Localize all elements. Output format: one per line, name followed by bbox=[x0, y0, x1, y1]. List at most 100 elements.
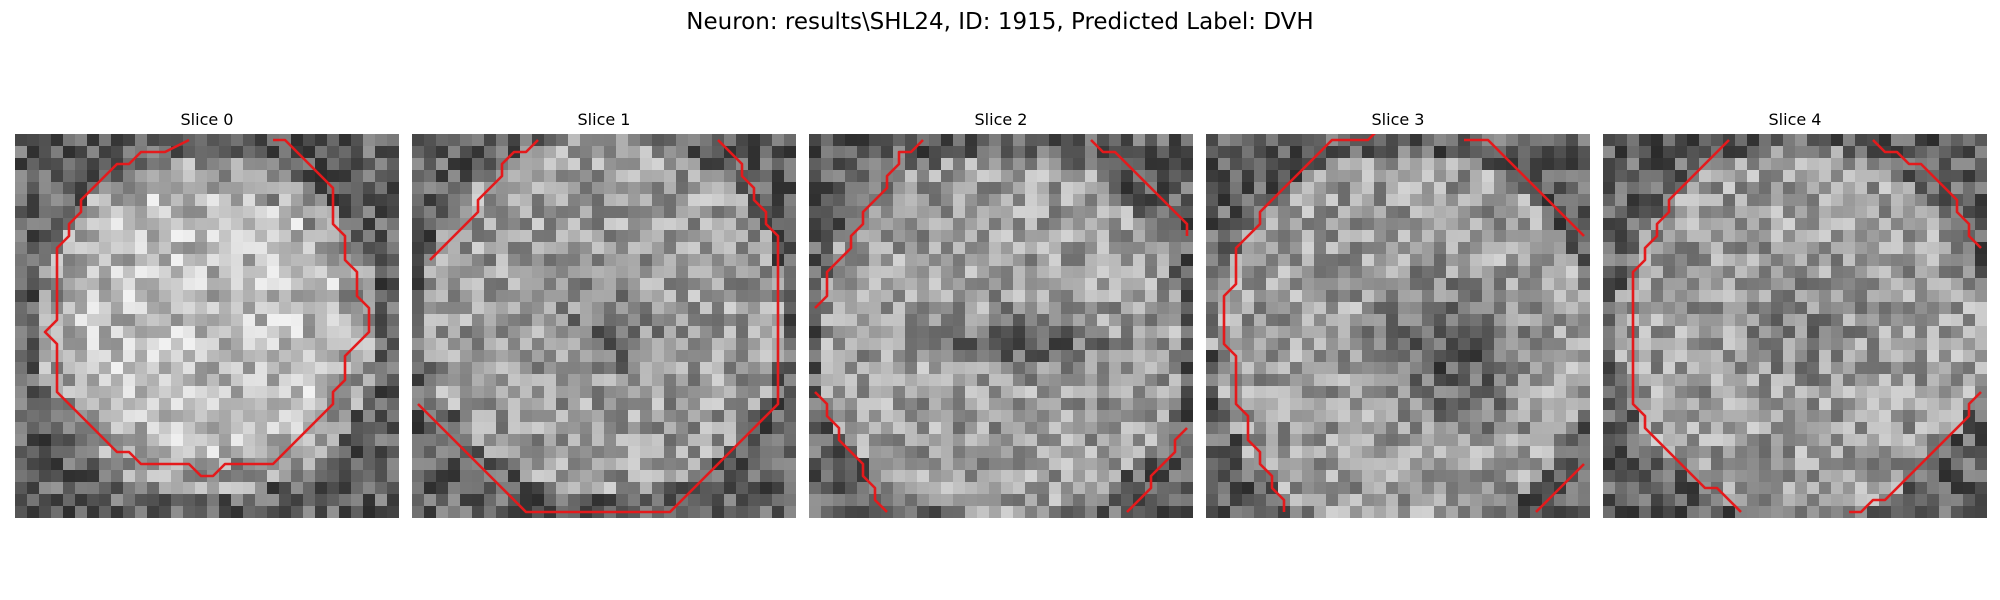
image-pixel bbox=[1121, 350, 1134, 363]
image-pixel bbox=[1843, 266, 1856, 279]
image-pixel bbox=[941, 158, 954, 171]
image-pixel bbox=[1422, 326, 1435, 339]
image-pixel bbox=[580, 326, 593, 339]
image-pixel bbox=[1001, 206, 1014, 219]
image-pixel bbox=[291, 338, 304, 351]
image-pixel bbox=[351, 422, 364, 435]
image-pixel bbox=[676, 458, 689, 471]
image-pixel bbox=[87, 338, 100, 351]
image-pixel bbox=[1723, 398, 1736, 411]
image-pixel bbox=[917, 398, 930, 411]
image-pixel bbox=[784, 266, 796, 279]
image-pixel bbox=[1735, 290, 1748, 303]
image-pixel bbox=[1169, 158, 1182, 171]
image-pixel bbox=[508, 278, 521, 291]
image-pixel bbox=[99, 398, 112, 411]
image-pixel bbox=[592, 218, 605, 231]
image-pixel bbox=[63, 254, 76, 267]
image-pixel bbox=[1254, 386, 1267, 399]
image-pixel bbox=[183, 374, 196, 387]
image-pixel bbox=[1410, 314, 1423, 327]
image-pixel bbox=[351, 410, 364, 423]
image-pixel bbox=[809, 326, 822, 339]
image-pixel bbox=[1831, 182, 1844, 195]
image-pixel bbox=[315, 350, 328, 363]
image-pixel bbox=[375, 350, 388, 363]
image-pixel bbox=[1975, 362, 1987, 375]
image-pixel bbox=[99, 230, 112, 243]
image-pixel bbox=[712, 446, 725, 459]
image-pixel bbox=[1278, 350, 1291, 363]
image-pixel bbox=[929, 218, 942, 231]
image-pixel bbox=[1951, 134, 1964, 147]
image-pixel bbox=[123, 278, 136, 291]
image-pixel bbox=[1783, 134, 1796, 147]
image-pixel bbox=[1025, 398, 1038, 411]
image-pixel bbox=[1819, 134, 1832, 147]
image-pixel bbox=[784, 350, 796, 363]
image-pixel bbox=[291, 266, 304, 279]
image-pixel bbox=[953, 314, 966, 327]
image-pixel bbox=[676, 362, 689, 375]
image-pixel bbox=[1278, 410, 1291, 423]
image-pixel bbox=[772, 170, 785, 183]
image-pixel bbox=[1001, 158, 1014, 171]
image-pixel bbox=[1121, 386, 1134, 399]
image-pixel bbox=[243, 266, 256, 279]
image-pixel bbox=[375, 458, 388, 471]
image-pixel bbox=[941, 470, 954, 483]
image-pixel bbox=[1975, 434, 1987, 447]
image-pixel bbox=[604, 194, 617, 207]
image-pixel bbox=[27, 146, 40, 159]
image-pixel bbox=[881, 290, 894, 303]
image-pixel bbox=[231, 314, 244, 327]
image-pixel bbox=[532, 410, 545, 423]
image-pixel bbox=[1266, 302, 1279, 315]
image-pixel bbox=[1145, 290, 1158, 303]
image-pixel bbox=[1157, 302, 1170, 315]
image-pixel bbox=[1831, 278, 1844, 291]
image-pixel bbox=[1879, 230, 1892, 243]
image-pixel bbox=[1121, 482, 1134, 495]
image-pixel bbox=[1675, 254, 1688, 267]
image-pixel bbox=[1711, 338, 1724, 351]
image-pixel bbox=[664, 134, 677, 147]
image-pixel bbox=[1374, 458, 1387, 471]
image-pixel bbox=[1085, 506, 1098, 518]
image-pixel bbox=[905, 470, 918, 483]
image-pixel bbox=[1891, 170, 1904, 183]
image-pixel bbox=[748, 158, 761, 171]
image-pixel bbox=[387, 374, 399, 387]
image-pixel bbox=[580, 302, 593, 315]
image-pixel bbox=[1206, 326, 1219, 339]
image-pixel bbox=[1759, 158, 1772, 171]
image-pixel bbox=[1073, 350, 1086, 363]
image-pixel bbox=[1663, 254, 1676, 267]
image-pixel bbox=[219, 170, 232, 183]
image-pixel bbox=[1254, 278, 1267, 291]
image-pixel bbox=[267, 494, 280, 507]
image-pixel bbox=[1723, 290, 1736, 303]
image-pixel bbox=[784, 134, 796, 147]
image-pixel bbox=[424, 290, 437, 303]
image-pixel bbox=[195, 422, 208, 435]
image-pixel bbox=[760, 230, 773, 243]
image-pixel bbox=[881, 158, 894, 171]
image-pixel bbox=[87, 206, 100, 219]
image-pixel bbox=[1302, 230, 1315, 243]
image-pixel bbox=[1049, 446, 1062, 459]
image-pixel bbox=[712, 506, 725, 518]
image-pixel bbox=[303, 242, 316, 255]
image-pixel bbox=[989, 170, 1002, 183]
image-pixel bbox=[387, 386, 399, 399]
image-pixel bbox=[652, 266, 665, 279]
image-pixel bbox=[592, 386, 605, 399]
image-pixel bbox=[27, 482, 40, 495]
image-pixel bbox=[1939, 422, 1952, 435]
image-pixel bbox=[544, 494, 557, 507]
image-pixel bbox=[111, 494, 124, 507]
image-pixel bbox=[1783, 446, 1796, 459]
image-pixel bbox=[760, 326, 773, 339]
image-pixel bbox=[508, 266, 521, 279]
image-pixel bbox=[1747, 434, 1760, 447]
